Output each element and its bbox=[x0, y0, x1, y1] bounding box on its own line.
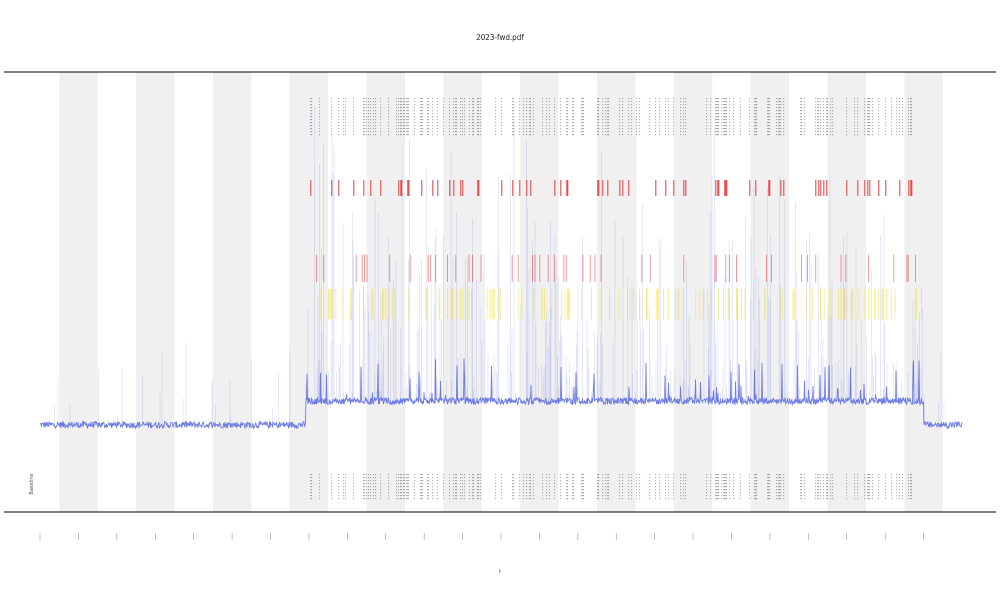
baseline-annotation: Baseline bbox=[29, 473, 35, 494]
shaded-band bbox=[443, 72, 482, 512]
shaded-band bbox=[904, 72, 943, 512]
shaded-band bbox=[520, 72, 559, 512]
signal-spikes bbox=[54, 106, 945, 429]
top-raster bbox=[310, 98, 913, 136]
event-rasters bbox=[310, 98, 913, 500]
shaded-band bbox=[59, 72, 98, 512]
shaded-band bbox=[212, 72, 252, 512]
high-event-row bbox=[310, 180, 913, 196]
shaded-band bbox=[289, 72, 329, 512]
high-threshold-marks bbox=[316, 254, 916, 282]
bottom-raster bbox=[310, 474, 913, 500]
axes bbox=[4, 71, 996, 540]
shaded-bands bbox=[59, 72, 943, 512]
shaded-band bbox=[597, 72, 636, 512]
signal-line bbox=[39, 358, 963, 430]
shaded-band bbox=[750, 72, 790, 512]
shaded-band bbox=[673, 72, 713, 512]
shaded-band bbox=[366, 72, 405, 512]
shaded-band bbox=[827, 72, 866, 512]
mid-threshold-marks bbox=[319, 288, 922, 320]
shaded-band bbox=[136, 72, 175, 512]
x-axis-label: t bbox=[499, 569, 501, 575]
signal-trace bbox=[39, 106, 963, 430]
chart-title: 2023-fwd.pdf bbox=[476, 33, 524, 42]
